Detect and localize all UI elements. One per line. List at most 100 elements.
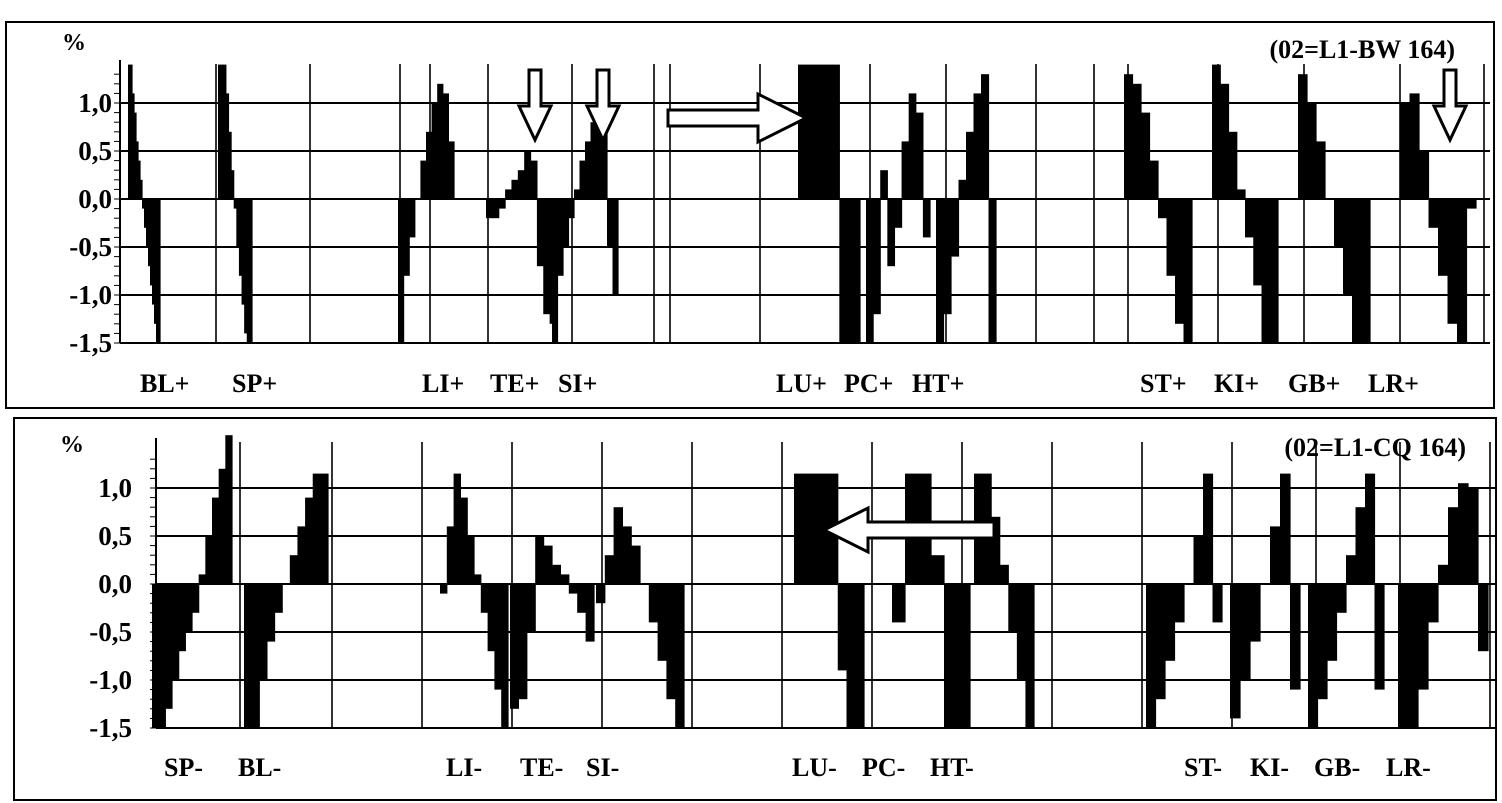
bar-SI- xyxy=(613,507,623,584)
bar-GB- xyxy=(1346,555,1357,584)
bar-PC+ xyxy=(908,93,917,199)
bar-BL+ xyxy=(140,179,143,199)
bar-SP+ xyxy=(233,199,237,209)
series-label-HT+: HT+ xyxy=(912,369,964,398)
bar-LR- xyxy=(1398,584,1409,728)
bar-BL+ xyxy=(156,199,159,343)
chart-bottom-bars xyxy=(152,435,1489,728)
series-label-LI+: LI+ xyxy=(422,369,464,398)
bar-HT- xyxy=(1016,584,1027,680)
chart-top-annotation: (02=L1-BW 164) xyxy=(1269,35,1455,64)
bar-SP- xyxy=(218,468,226,584)
bar-HT+ xyxy=(966,131,975,199)
bar-SI+ xyxy=(601,93,608,199)
series-label-PC-: PC- xyxy=(862,753,905,782)
bar-TE+ xyxy=(543,199,551,315)
bar-TE- xyxy=(518,584,528,700)
bar-PC+ xyxy=(873,199,881,315)
bar-PC- xyxy=(931,555,945,584)
bar-SI+ xyxy=(557,199,564,276)
series-label-LI-: LI- xyxy=(446,753,482,782)
bar-LI+ xyxy=(442,93,449,199)
bar-TE- xyxy=(510,584,519,709)
series-label-ST+: ST+ xyxy=(1140,369,1187,398)
bar-ST- xyxy=(1193,536,1204,584)
bar-PC+ xyxy=(887,199,896,267)
bar-KI- xyxy=(1240,584,1251,680)
chart-top-bars xyxy=(128,64,1477,343)
bar-SI- xyxy=(666,584,676,700)
bottom-ytick-label: 0,5 xyxy=(98,521,132,551)
bar-ST+ xyxy=(1141,112,1151,199)
bar-PC- xyxy=(944,584,958,728)
bar-TE- xyxy=(535,536,545,584)
bar-LI- xyxy=(460,497,468,584)
bar-SP+ xyxy=(244,199,248,334)
bar-HT- xyxy=(991,516,1001,584)
bar-LU+ xyxy=(825,64,834,199)
bar-BL+ xyxy=(136,141,139,199)
bar-LR+ xyxy=(1409,93,1420,199)
bar-LI- xyxy=(474,574,482,584)
bar-BL+ xyxy=(138,160,141,199)
bar-BL+ xyxy=(158,199,161,343)
chart-top-yticks: 1,0 0,5 0,0 -0,5 -1,0 -1,5 xyxy=(69,88,112,358)
bar-TE- xyxy=(585,584,595,642)
bar-BL+ xyxy=(134,112,137,199)
bar-HT+ xyxy=(951,199,960,257)
top-ytick-label: 0,0 xyxy=(78,184,112,214)
bar-BL+ xyxy=(144,199,147,228)
arrow-right-icon xyxy=(666,91,810,145)
series-label-LR-: LR- xyxy=(1386,753,1431,782)
series-label-PC+: PC+ xyxy=(844,369,893,398)
bar-SI- xyxy=(640,584,650,585)
bar-KI- xyxy=(1270,526,1281,584)
bar-GB- xyxy=(1365,473,1376,584)
bar-GB+ xyxy=(1307,103,1317,199)
series-label-TE-: TE- xyxy=(520,753,563,782)
bar-HT+ xyxy=(973,93,982,199)
top-ytick-label: -1,5 xyxy=(69,328,112,358)
bar-GB- xyxy=(1317,584,1328,700)
series-label-GB+: GB+ xyxy=(1288,369,1340,398)
top-ytick-label: 1,0 xyxy=(78,88,112,118)
bar-LU- xyxy=(846,584,856,728)
bar-BL- xyxy=(305,497,314,584)
bar-LU- xyxy=(855,584,865,728)
bar-PC+ xyxy=(901,141,910,199)
series-label-SI+: SI+ xyxy=(558,369,597,398)
chart-bottom-frame xyxy=(13,417,1497,801)
bar-BL- xyxy=(282,584,291,585)
arrow-down-icon xyxy=(584,68,622,144)
series-label-GB-: GB- xyxy=(1314,753,1360,782)
bar-LR- xyxy=(1408,584,1419,728)
bar-TE- xyxy=(568,584,578,594)
bar-LI+ xyxy=(414,199,421,200)
bar-GB+ xyxy=(1325,199,1335,200)
bar-TE+ xyxy=(505,189,513,199)
bar-SP+ xyxy=(238,199,243,276)
bar-HT+ xyxy=(958,179,967,199)
chart-top-series-labels: BL+ SP+ LI+ TE+ SI+ LU+ PC+ HT+ ST+ KI+ GB+ LR+ xyxy=(140,369,1419,398)
bar-GB- xyxy=(1327,584,1338,661)
series-label-BL+: BL+ xyxy=(140,369,190,398)
bar-BL- xyxy=(274,584,283,613)
chart-top-panel: % (02=L1-BW 164) 1,0 0,5 0,0 -0,5 -1,0 -1,5 B… xyxy=(5,21,1495,409)
bar-LI- xyxy=(440,584,448,594)
bar-PC+ xyxy=(880,170,888,199)
bar-SP+ xyxy=(225,93,230,199)
bar-LI- xyxy=(446,526,455,584)
bar-SI+ xyxy=(579,160,586,199)
bar-TE- xyxy=(543,545,553,584)
bar-TE+ xyxy=(524,151,532,199)
bar-LR- xyxy=(1418,584,1429,690)
bar-SP- xyxy=(185,584,193,632)
bar-BL- xyxy=(244,584,253,728)
bar-KI- xyxy=(1230,584,1241,719)
bar-LR- xyxy=(1458,483,1469,584)
chart-top-arrows xyxy=(516,68,1469,145)
series-label-BL-: BL- xyxy=(238,753,281,782)
bar-PC+ xyxy=(915,112,924,199)
bar-SI+ xyxy=(563,199,570,247)
chart-bottom-annotation: (02=L1-CQ 164) xyxy=(1284,433,1466,462)
